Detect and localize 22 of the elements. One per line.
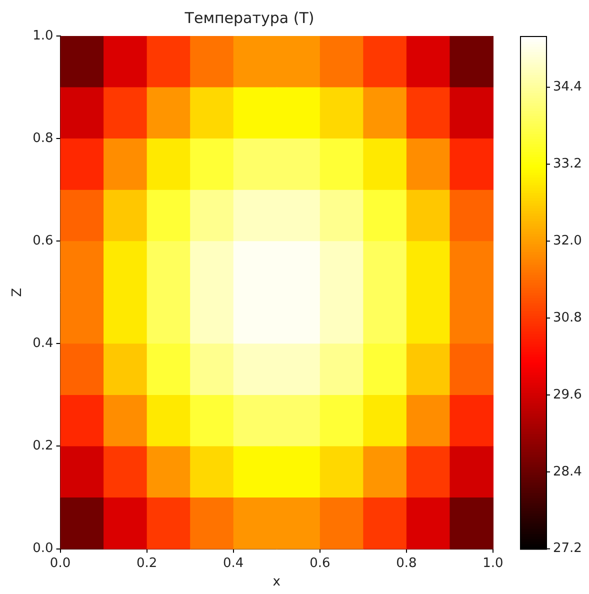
- y-tick-label: 0.2: [32, 438, 54, 454]
- chart-title: Температура (T): [184, 8, 314, 27]
- color-bar-label: 34.4: [553, 80, 582, 95]
- y-tick-label: 0.6: [32, 233, 54, 248]
- x-tick-label: 1.0: [482, 556, 504, 571]
- y-tick-label: 0.8: [32, 130, 54, 146]
- color-bar-label: 27.2: [553, 541, 582, 556]
- x-tick-label: 0.2: [136, 556, 158, 571]
- x-tick-label: 0.0: [50, 556, 71, 571]
- y-axis-title: Z: [10, 288, 26, 297]
- x-tick-label: 0.6: [310, 556, 330, 571]
- color-bar-label: 33.2: [553, 156, 582, 172]
- y-tick-label: 0.4: [32, 336, 54, 352]
- color-bar-label: 28.4: [553, 464, 582, 480]
- x-tick-label: 0.8: [396, 556, 417, 571]
- color-bar-label: 30.8: [553, 310, 582, 326]
- y-tick-label: 0.0: [32, 541, 54, 556]
- color-bar-label: 32.0: [553, 233, 582, 248]
- x-tick-label: 0.4: [223, 556, 244, 571]
- color-bar-label: 29.6: [553, 387, 582, 402]
- x-axis-title: x: [272, 574, 281, 590]
- y-tick-label: 1.0: [32, 28, 54, 44]
